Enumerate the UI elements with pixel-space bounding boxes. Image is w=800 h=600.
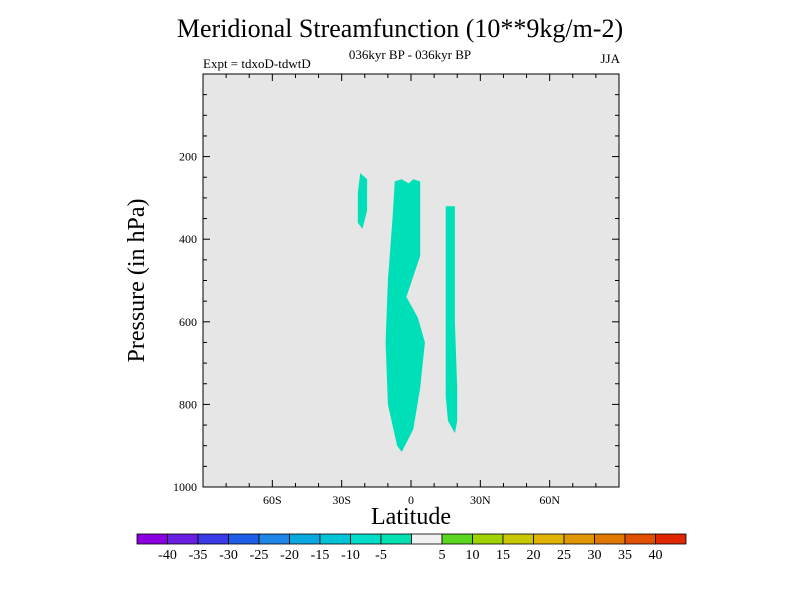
colorbar-label: 10 — [466, 548, 480, 563]
x-tick-label: 30N — [470, 493, 491, 507]
colorbar-box — [411, 533, 443, 545]
colorbar-label: 35 — [618, 548, 632, 563]
colorbar-box — [502, 533, 534, 545]
colorbar-label: -35 — [189, 548, 208, 563]
colorbar-box — [533, 533, 565, 545]
colorbar-box — [441, 533, 473, 545]
x-tick-label: 30S — [332, 493, 351, 507]
colorbar-box — [319, 533, 351, 545]
colorbar-label: 30 — [588, 548, 602, 563]
colorbar-box — [167, 533, 199, 545]
colorbar-box — [289, 533, 321, 545]
y-tick-label: 1000 — [173, 480, 197, 494]
colorbar-label: -30 — [219, 548, 238, 563]
colorbar-label: 20 — [527, 548, 541, 563]
y-axis: 200 400 600 800 1000 — [173, 73, 619, 494]
x-tick-label: 60N — [539, 493, 560, 507]
colorbar-box — [594, 533, 626, 545]
chart-subtitle-period: 036kyr BP - 036kyr BP — [348, 47, 472, 62]
chart-subtitle-season: JJA — [600, 51, 620, 66]
colorbar-box — [655, 533, 687, 545]
x-tick-label: 60S — [263, 493, 282, 507]
colorbar-label: -5 — [375, 548, 387, 563]
contour-regions — [357, 173, 458, 452]
y-tick-label: 200 — [179, 150, 197, 164]
colorbar-box — [136, 533, 168, 545]
y-axis-title: Pressure (in hPa) — [124, 199, 150, 363]
colorbar-label: 40 — [649, 548, 663, 563]
colorbar-box — [472, 533, 504, 545]
colorbar-label: -10 — [341, 548, 360, 563]
x-axis-title: Latitude — [371, 504, 451, 530]
y-tick-label: 400 — [179, 232, 197, 246]
colorbar-label: -25 — [250, 548, 269, 563]
chart-title: Meridional Streamfunction (10**9kg/m-2) — [176, 14, 624, 43]
colorbar: -40 -35 -30 -25 -20 -15 -10 -5 5 10 15 20 25 30 35 40 — [136, 533, 687, 563]
colorbar-box — [563, 533, 595, 545]
colorbar-label: -15 — [311, 548, 330, 563]
colorbar-label: 5 — [439, 548, 446, 563]
colorbar-box — [258, 533, 290, 545]
region-a — [357, 173, 368, 229]
x-tick-label: 0 — [408, 493, 414, 507]
colorbar-box — [228, 533, 260, 545]
colorbar-label: -20 — [280, 548, 299, 563]
y-tick-label: 600 — [179, 315, 197, 329]
colorbar-box — [197, 533, 229, 545]
region-b — [385, 179, 425, 452]
colorbar-box — [624, 533, 656, 545]
chart-subtitle-experiment: Expt = tdxoD-tdwtD — [203, 56, 311, 71]
colorbar-box — [350, 533, 382, 545]
colorbar-label: 15 — [496, 548, 510, 563]
region-c — [445, 206, 458, 434]
colorbar-label: -40 — [158, 548, 177, 563]
colorbar-box — [380, 533, 412, 545]
colorbar-label: 25 — [557, 548, 571, 563]
x-axis: 60S 30S 0 30N 60N — [202, 74, 620, 507]
y-tick-label: 800 — [179, 397, 197, 411]
